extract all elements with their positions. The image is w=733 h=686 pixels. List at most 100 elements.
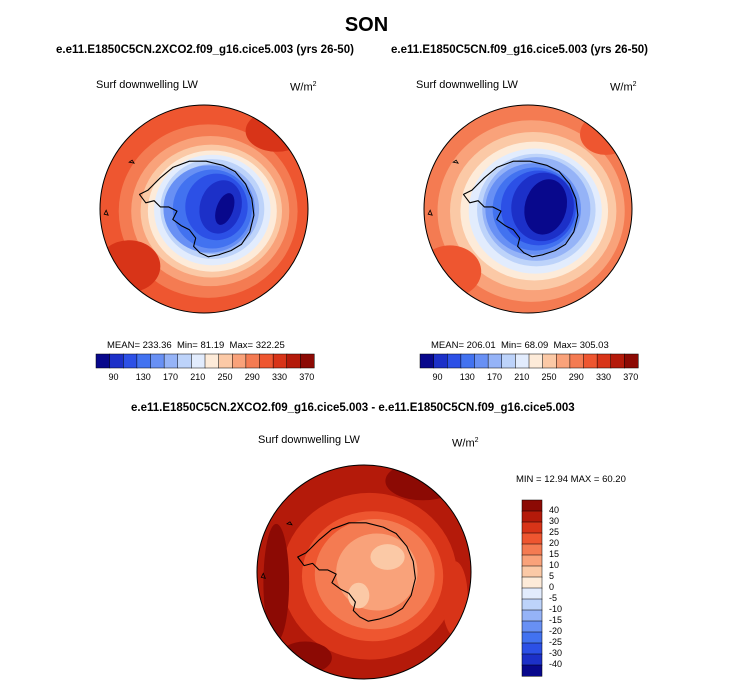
island-outline (285, 521, 293, 526)
colorbar-swatch (123, 353, 138, 369)
panel2-units-label: W/m2 (610, 81, 637, 94)
map-field (257, 465, 471, 679)
colorbar-tick-label: 250 (541, 372, 557, 382)
colorbar-swatch (528, 353, 544, 369)
antarctica-coastline (297, 522, 416, 622)
colorbar-swatch (521, 510, 543, 523)
island-outline (427, 209, 433, 216)
colorbar-swatch (542, 353, 557, 369)
colorbar-swatch (583, 353, 598, 369)
colorbar-swatch (95, 353, 111, 369)
colorbar-swatch (521, 543, 543, 556)
colorbar-swatch (521, 532, 543, 545)
colorbar-swatch (521, 554, 543, 567)
colorbar-tick-label: 370 (623, 372, 639, 382)
colorbar-swatch (474, 353, 489, 369)
colorbar-swatch (521, 620, 543, 633)
panel3-title: e.e11.E1850C5CN.2XCO2.f09_g16.cice5.003 … (131, 402, 575, 414)
antarctica-coastline (138, 160, 255, 258)
colorbar-tick-label: 90 (108, 372, 119, 382)
colorbar-swatch (177, 353, 192, 369)
colorbar-tick-label: 250 (217, 372, 233, 382)
colorbar-swatch (521, 598, 543, 611)
panel2-polar-map (423, 104, 633, 314)
colorbar-swatch (136, 353, 152, 369)
colorbar-tick-label: 170 (162, 372, 178, 382)
panel3-minmax: MIN = 12.94 MAX = 60.20 (516, 474, 626, 485)
panel2-title: e.e11.E1850C5CN.f09_g16.cice5.003 (yrs 2… (391, 44, 649, 56)
colorbar-tick-label: -25 (549, 637, 563, 647)
map-border (256, 464, 472, 680)
contour-patch (215, 193, 235, 225)
colorbar-swatch (447, 353, 462, 369)
colorbar-swatch (109, 353, 124, 369)
colorbar-swatch (286, 353, 301, 369)
colorbar-swatch (556, 353, 571, 369)
panel1-stats: MEAN= 233.36 Min= 81.19 Max= 322.25 (107, 340, 285, 351)
colorbar-tick-label: 290 (244, 372, 260, 382)
contour-patch (370, 544, 405, 570)
colorbar-tick-label: 290 (568, 372, 584, 382)
colorbar-tick-label: 25 (549, 527, 560, 537)
colorbar-swatch (163, 353, 179, 369)
contour-patch (524, 179, 568, 235)
panel1-title: e.e11.E1850C5CN.2XCO2.f09_g16.cice5.003 … (56, 44, 354, 56)
colorbar-swatch (204, 353, 220, 369)
colorbar-swatch (232, 353, 247, 369)
colorbar-tick-label: -30 (549, 648, 563, 658)
panel3-polar-map (256, 464, 472, 680)
panel3-colorbar-ticks: 40 30 25 20 15 10 5 0 -5 -10 -15 -20 -25 -30 -40 (549, 500, 579, 676)
panel1-colorbar (95, 353, 315, 369)
colorbar-swatch (521, 642, 543, 655)
panel1-variable-label: Surf downwelling LW (96, 79, 198, 91)
colorbar-swatch (501, 353, 516, 369)
panel1-units-label: W/m2 (290, 81, 317, 94)
colorbar-swatch (521, 576, 543, 589)
colorbar-tick-label: 170 (486, 372, 502, 382)
colorbar-swatch (460, 353, 476, 369)
colorbar-tick-label: 330 (595, 372, 611, 382)
colorbar-tick-label: -20 (549, 626, 563, 636)
contour-patch (245, 110, 308, 152)
panel1-colorbar-ticks: 90 130 170 210 250 290 330 370 (96, 372, 314, 384)
colorbar-swatch (521, 565, 543, 578)
island-outline (260, 572, 266, 579)
map-border (99, 104, 309, 314)
colorbar-tick-label: 210 (514, 372, 530, 382)
colorbar-tick-label: 15 (549, 549, 560, 559)
colorbar-swatch (487, 353, 503, 369)
colorbar-swatch (521, 631, 543, 644)
panel3-variable-label: Surf downwelling LW (258, 434, 360, 446)
panel2-stats: MEAN= 206.01 Min= 68.09 Max= 305.03 (431, 340, 609, 351)
colorbar-tick-label: -40 (549, 659, 563, 669)
colorbar-swatch (515, 353, 530, 369)
island-outline (103, 209, 109, 216)
colorbar-tick-label: 40 (549, 505, 560, 515)
colorbar-tick-label: -10 (549, 604, 563, 614)
colorbar-tick-label: 5 (549, 571, 555, 581)
colorbar-swatch (272, 353, 288, 369)
colorbar-tick-label: 210 (190, 372, 206, 382)
contour-patch (347, 582, 370, 609)
colorbar-tick-label: 370 (299, 372, 315, 382)
colorbar-swatch (521, 653, 543, 666)
colorbar-swatch (596, 353, 612, 369)
contour-patch (263, 523, 290, 642)
contour-patch (385, 465, 461, 501)
panel3-colorbar (521, 499, 543, 677)
colorbar-swatch (245, 353, 261, 369)
colorbar-swatch (610, 353, 625, 369)
panel1-polar-map (99, 104, 309, 314)
panel2-colorbar-ticks: 90 130 170 210 250 290 330 370 (420, 372, 638, 384)
colorbar-swatch (218, 353, 233, 369)
antarctica-coastline (462, 160, 579, 258)
colorbar-swatch (259, 353, 274, 369)
map-field (100, 105, 308, 313)
colorbar-swatch (300, 353, 315, 369)
colorbar-swatch (521, 609, 543, 622)
panel3-units-label: W/m2 (452, 437, 479, 450)
contour-patch (424, 245, 482, 298)
island-outline (128, 159, 135, 164)
map-field (424, 105, 632, 313)
colorbar-swatch (419, 353, 435, 369)
